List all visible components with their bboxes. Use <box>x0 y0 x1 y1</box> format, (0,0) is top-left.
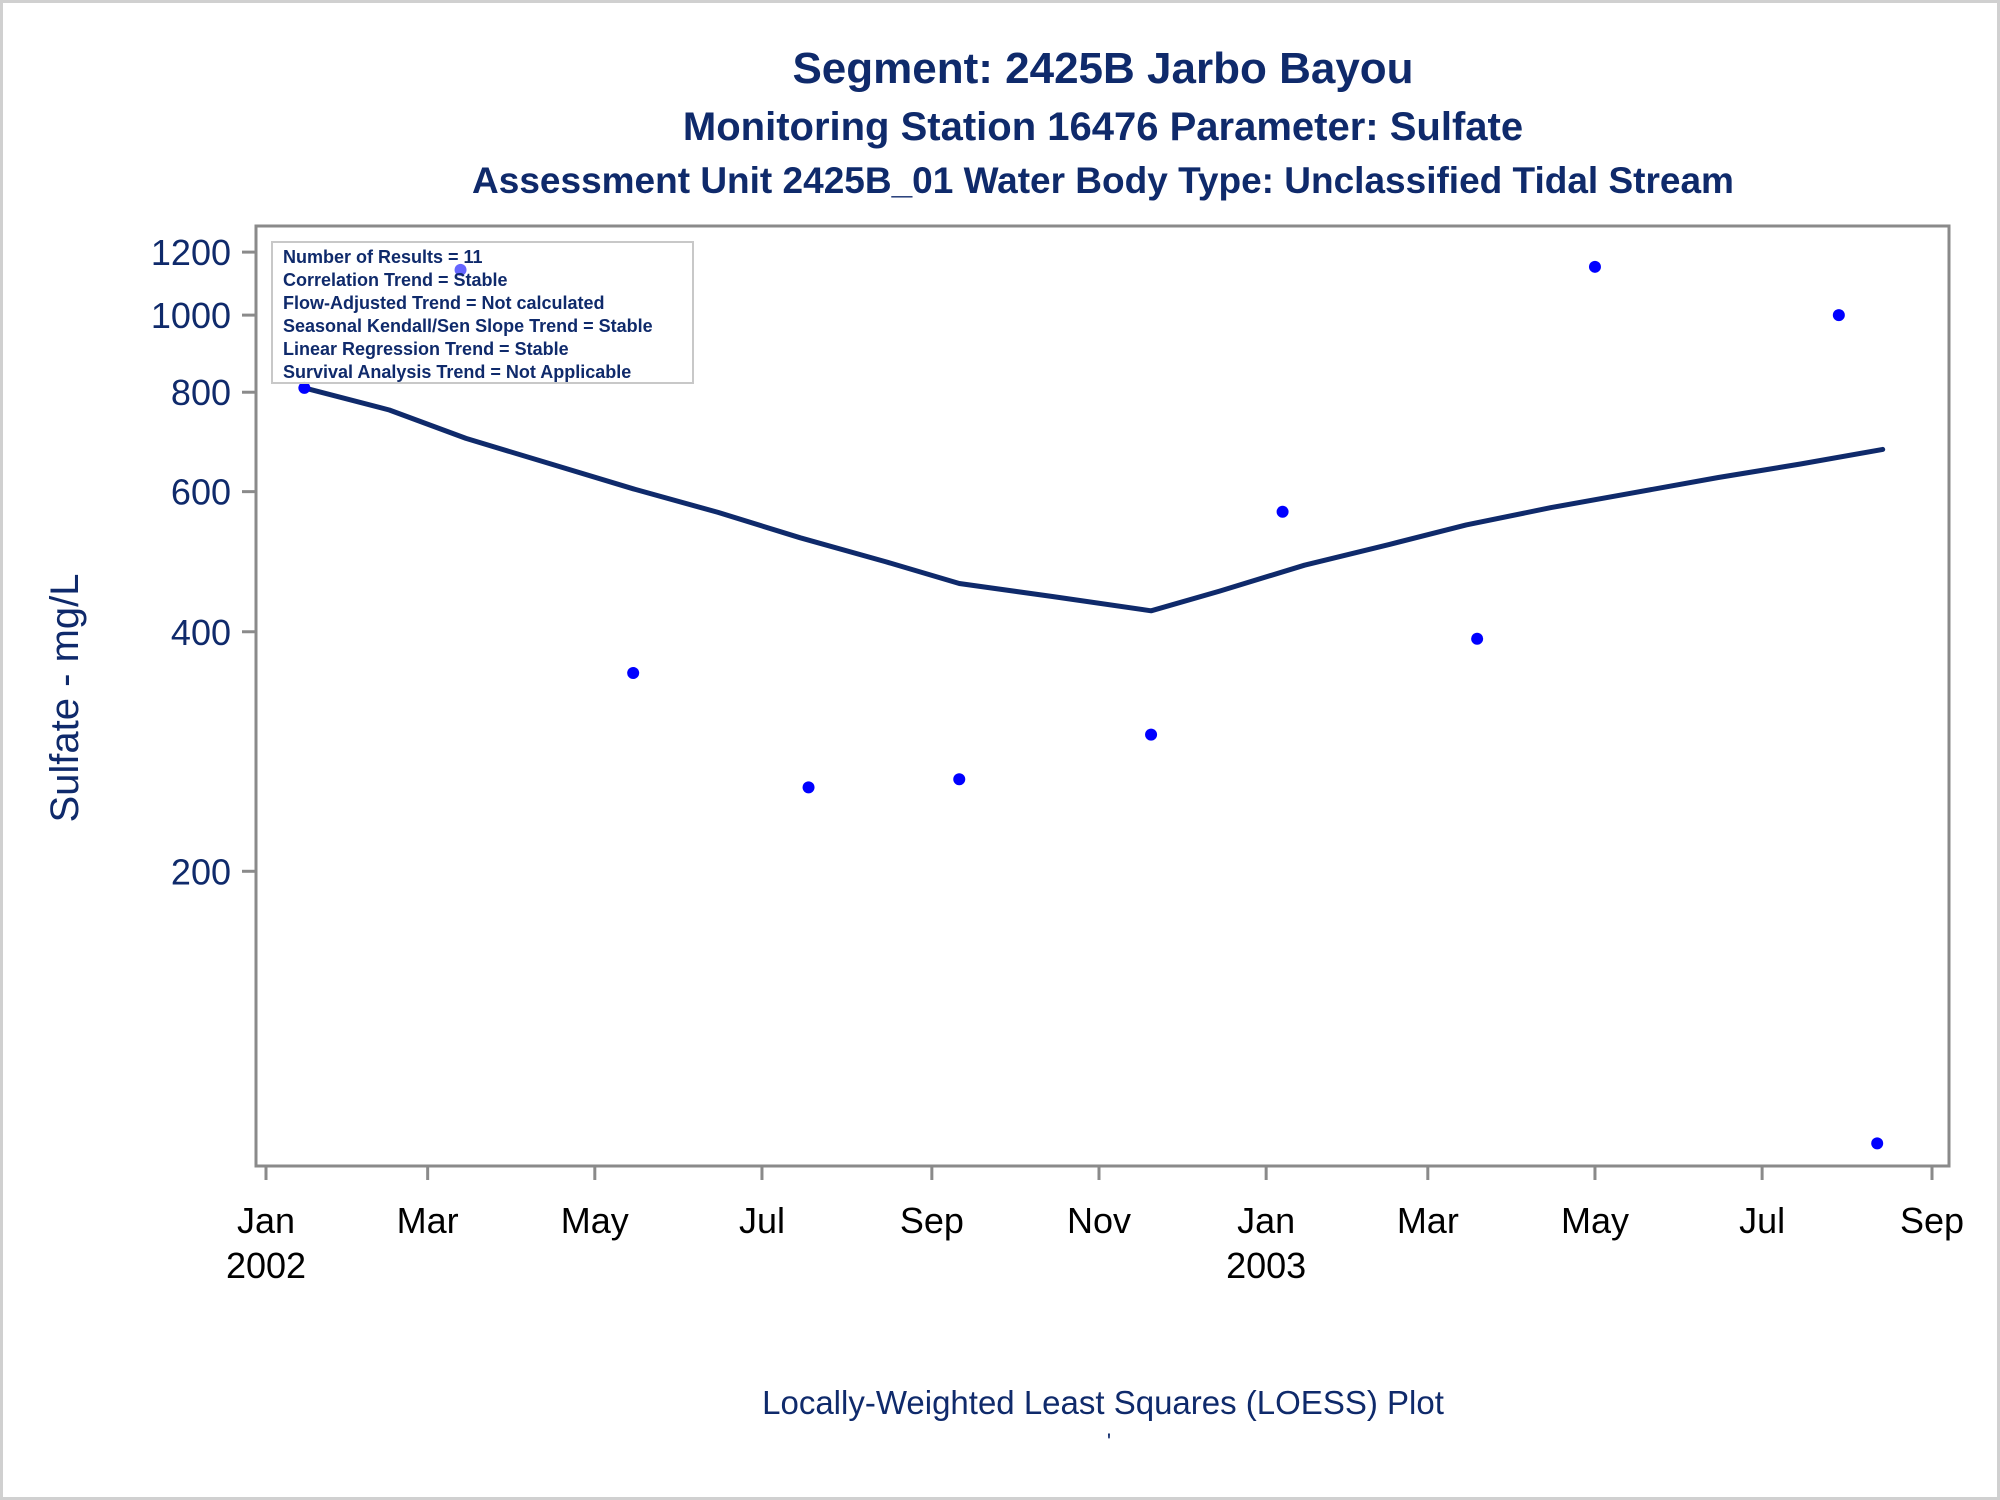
stats-line: Number of Results = 11 <box>283 247 483 267</box>
data-point <box>1276 505 1289 518</box>
x-tick-label: Jan <box>1237 1200 1295 1241</box>
chart-subtitle: Monitoring Station 16476 Parameter: Sulf… <box>683 105 1523 149</box>
data-point <box>1145 728 1158 741</box>
stats-line: Linear Regression Trend = Stable <box>283 339 569 359</box>
data-point <box>454 263 467 276</box>
y-axis: 200 400 600 800 1000 1200 <box>151 232 256 892</box>
chart-title: Segment: 2425B Jarbo Bayou <box>792 44 1413 93</box>
x-tick-label: Mar <box>1397 1200 1459 1241</box>
x-tick-label: Nov <box>1067 1200 1131 1241</box>
data-point <box>298 381 311 394</box>
footnote-mark: ' <box>1107 1429 1111 1454</box>
loess-line <box>301 385 1886 614</box>
data-point <box>1471 632 1484 645</box>
x-tick-label: Mar <box>397 1200 459 1241</box>
data-point <box>1871 1137 1884 1150</box>
y-tick-label: 1200 <box>151 232 231 273</box>
x-tick-label: May <box>561 1200 629 1241</box>
plot-area <box>254 224 1951 1168</box>
y-tick-label: 1000 <box>151 295 231 336</box>
data-point <box>1832 309 1845 322</box>
stats-line: Survival Analysis Trend = Not Applicable <box>283 362 631 382</box>
x-tick-label: Sep <box>900 1200 964 1241</box>
x-tick-label: Sep <box>1900 1200 1964 1241</box>
x-tick-label: Jan <box>237 1200 295 1241</box>
data-points <box>298 260 1884 1150</box>
x-tick-year-label: 2002 <box>226 1245 306 1286</box>
chart-svg: Segment: 2425B Jarbo Bayou Monitoring St… <box>43 44 1964 1454</box>
footnote: Locally-Weighted Least Squares (LOESS) P… <box>762 1384 1444 1421</box>
data-point <box>802 781 815 794</box>
y-tick-label: 600 <box>171 472 231 513</box>
loess-line-layer <box>301 385 1886 614</box>
y-tick-label: 800 <box>171 372 231 413</box>
stats-line: Correlation Trend = Stable <box>283 270 508 290</box>
stats-line: Flow-Adjusted Trend = Not calculated <box>283 293 605 313</box>
data-point <box>1588 260 1601 273</box>
stats-box-lines: Number of Results = 11 Correlation Trend … <box>283 247 653 382</box>
x-tick-label: Jul <box>1739 1200 1785 1241</box>
x-tick-label: May <box>1561 1200 1629 1241</box>
y-tick-label: 400 <box>171 612 231 653</box>
stats-box <box>271 241 694 384</box>
y-tick-label: 200 <box>171 851 231 892</box>
y-axis-label: Sulfate - mg/L <box>43 573 87 822</box>
stats-line: Seasonal Kendall/Sen Slope Trend = Stabl… <box>283 316 653 336</box>
data-point <box>953 773 966 786</box>
x-tick-label: Jul <box>739 1200 785 1241</box>
chart-subtitle-2: Assessment Unit 2425B_01 Water Body Type… <box>472 160 1734 201</box>
data-point <box>627 667 640 680</box>
x-tick-year-label: 2003 <box>1226 1245 1306 1286</box>
